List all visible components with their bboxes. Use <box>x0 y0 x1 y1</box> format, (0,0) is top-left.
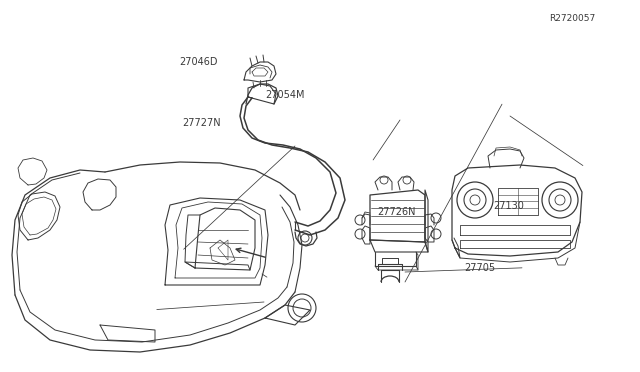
Text: 27705: 27705 <box>464 263 495 273</box>
Text: 27130: 27130 <box>493 202 524 211</box>
Text: 27726N: 27726N <box>378 207 416 217</box>
Text: 27046D: 27046D <box>179 58 218 67</box>
Text: 27727N: 27727N <box>182 118 221 128</box>
Text: 27054M: 27054M <box>266 90 305 100</box>
Text: R2720057: R2720057 <box>549 14 595 23</box>
